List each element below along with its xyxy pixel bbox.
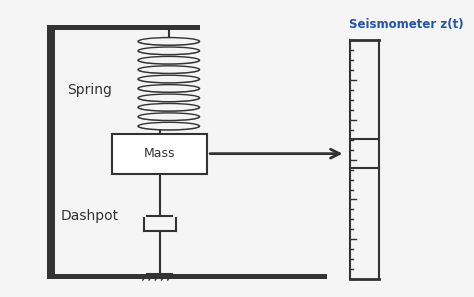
Bar xyxy=(137,93,201,98)
Text: Seismometer z(t): Seismometer z(t) xyxy=(349,18,464,31)
Bar xyxy=(46,274,327,279)
Bar xyxy=(137,65,201,70)
Text: Dashpot: Dashpot xyxy=(61,209,118,223)
Bar xyxy=(137,112,201,117)
Bar xyxy=(137,37,201,41)
Text: Mass: Mass xyxy=(144,147,175,160)
Bar xyxy=(46,25,55,279)
Bar xyxy=(112,134,207,173)
Bar xyxy=(46,25,201,30)
Bar xyxy=(137,46,201,51)
Text: Spring: Spring xyxy=(67,83,112,97)
Bar xyxy=(137,74,201,79)
Bar xyxy=(137,102,201,107)
Bar xyxy=(137,121,201,126)
Bar xyxy=(137,56,201,60)
Bar xyxy=(137,84,201,89)
